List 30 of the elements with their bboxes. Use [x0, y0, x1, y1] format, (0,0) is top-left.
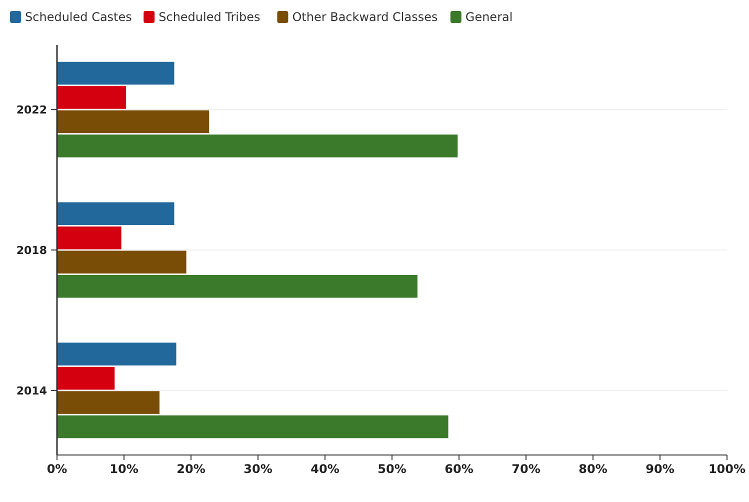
bar	[57, 110, 210, 134]
x-tick-label: 40%	[310, 462, 340, 476]
x-tick-label: 30%	[244, 462, 272, 476]
bar	[57, 366, 115, 390]
bar	[57, 86, 126, 109]
x-tick-label: 0%	[46, 462, 68, 476]
x-tick-label: 80%	[578, 462, 608, 476]
bar	[57, 250, 186, 274]
bar	[57, 226, 122, 250]
x-tick-label: 50%	[378, 462, 406, 476]
y-tick-label: 2018	[16, 244, 47, 257]
bar	[57, 134, 458, 158]
y-tick-label: 2022	[16, 104, 47, 117]
x-tick-label: 10%	[110, 462, 138, 476]
y-tick-label: 2014	[16, 384, 48, 398]
x-tick-label: 70%	[512, 462, 540, 476]
x-tick-label: 20%	[176, 462, 206, 476]
bar	[57, 202, 174, 226]
legend-label: General	[465, 10, 513, 24]
legend-label: Scheduled Tribes	[158, 10, 260, 24]
legend-label: Other Backward Classes	[292, 10, 438, 24]
bar	[57, 62, 174, 85]
bar	[57, 274, 418, 298]
bar	[57, 415, 448, 438]
x-tick-label: 90%	[646, 462, 674, 476]
x-tick-label: 60%	[444, 462, 474, 476]
legend-label: Scheduled Castes	[25, 10, 132, 24]
x-tick-label: 100%	[708, 462, 746, 476]
bar	[57, 391, 160, 414]
bar	[57, 342, 176, 366]
